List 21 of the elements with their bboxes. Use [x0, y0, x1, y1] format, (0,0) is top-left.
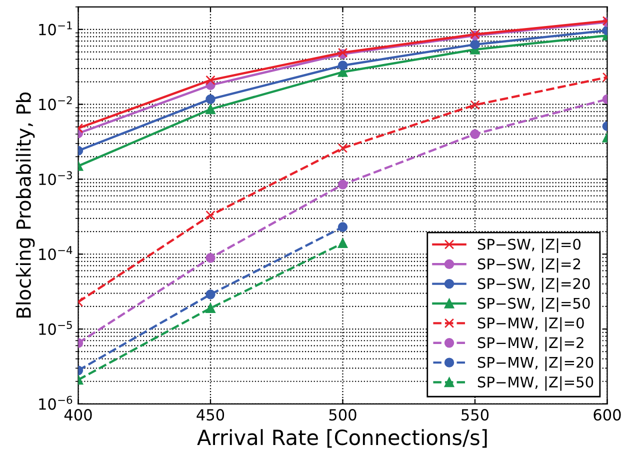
x-tick-label: 550 [462, 409, 489, 421]
y-tick-label: 10$^{−6}$ [39, 396, 72, 410]
legend-label: SP−SW, |Z|=0 [478, 238, 581, 253]
legend-label: SP−MW, |Z|=0 [478, 317, 584, 332]
y-axis-title: Blocking Probability, Pb [16, 92, 35, 318]
y-tick-label: 10$^{−4}$ [39, 246, 72, 260]
x-tick-label: 500 [329, 409, 356, 421]
y-tick-label: 10$^{−1}$ [39, 21, 72, 36]
y-tick-label: 10$^{−2}$ [39, 96, 72, 110]
legend-label: SP−MW, |Z|=20 [478, 356, 594, 372]
y-tick-label: 10$^{−3}$ [39, 171, 72, 186]
legend-label: SP−MW, |Z|=50 [478, 376, 594, 391]
x-tick-label: 600 [594, 409, 621, 421]
y-tick-label: 10$^{−5}$ [39, 321, 72, 335]
legend-label: SP−SW, |Z|=2 [478, 258, 580, 273]
x-axis-title: Arrival Rate [Connections/s] [197, 429, 487, 448]
x-tick-label: 450 [196, 409, 224, 421]
x-tick-label: 400 [64, 409, 92, 421]
legend-label: SP−MW, |Z|=2 [478, 336, 584, 352]
legend-label: SP−SW, |Z|=20 [478, 278, 590, 292]
legend-label: SP−SW, |Z|=50 [478, 297, 590, 312]
